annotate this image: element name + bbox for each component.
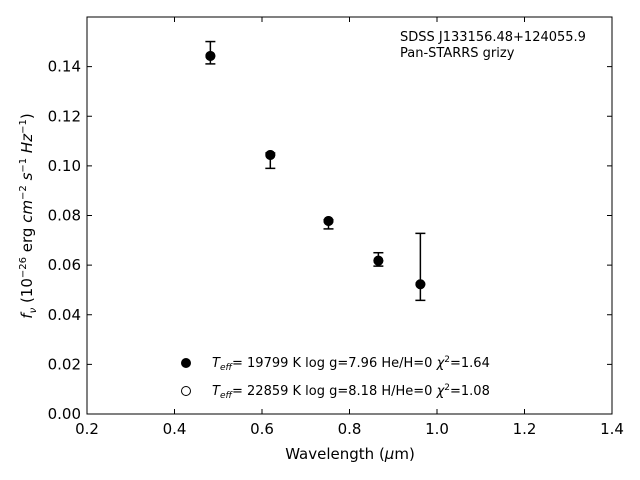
- model-point-open: [415, 279, 426, 290]
- x-tick-label: 0.4: [163, 420, 187, 438]
- x-axis-ticks: 0.2 0.4 0.6 0.8 1.0 1.2 1.4: [75, 17, 624, 438]
- x-axis-label: Wavelength (μm): [285, 445, 415, 463]
- x-tick-label: 1.0: [425, 420, 449, 438]
- legend: Teff= 19799 K log g=7.96 He/H=0 χ2=1.64 …: [181, 355, 490, 401]
- legend-label-1: Teff= 19799 K log g=7.96 He/H=0 χ2=1.64: [212, 355, 490, 373]
- legend-marker-open: [181, 386, 191, 396]
- model-point-open: [323, 215, 334, 226]
- y-tick-label: 0.12: [48, 107, 81, 125]
- y-tick-label: 0.06: [48, 256, 81, 274]
- x-tick-label: 0.2: [75, 420, 99, 438]
- y-tick-label: 0.00: [48, 405, 81, 423]
- plot-frame: [86, 16, 613, 415]
- y-tick-label: 0.10: [48, 157, 81, 175]
- model-point-open: [205, 50, 216, 61]
- y-tick-label: 0.02: [48, 355, 81, 373]
- x-tick-label: 0.8: [338, 420, 362, 438]
- model-point-open: [265, 149, 276, 160]
- legend-marker-filled: [181, 358, 191, 368]
- legend-label-2: Teff= 22859 K log g=8.18 H/He=0 χ2=1.08: [212, 383, 490, 401]
- y-axis-label: fν (10−26 erg cm−2 s−1 Hz−1): [18, 113, 39, 318]
- model-point-open: [373, 255, 384, 266]
- data-marks: [205, 40, 426, 302]
- x-tick-label: 0.6: [250, 420, 274, 438]
- y-axis-ticks: 0.00 0.02 0.04 0.06 0.08 0.10 0.12 0.14: [48, 58, 612, 423]
- y-tick-label: 0.04: [48, 306, 81, 324]
- annotation-line-2: Pan-STARRS grizy: [400, 46, 515, 61]
- y-tick-label: 0.08: [48, 207, 81, 225]
- x-tick-label: 1.2: [513, 420, 537, 438]
- x-tick-label: 1.4: [600, 420, 624, 438]
- y-tick-label: 0.14: [48, 58, 81, 76]
- annotation-line-1: SDSS J133156.48+124055.9: [400, 30, 586, 45]
